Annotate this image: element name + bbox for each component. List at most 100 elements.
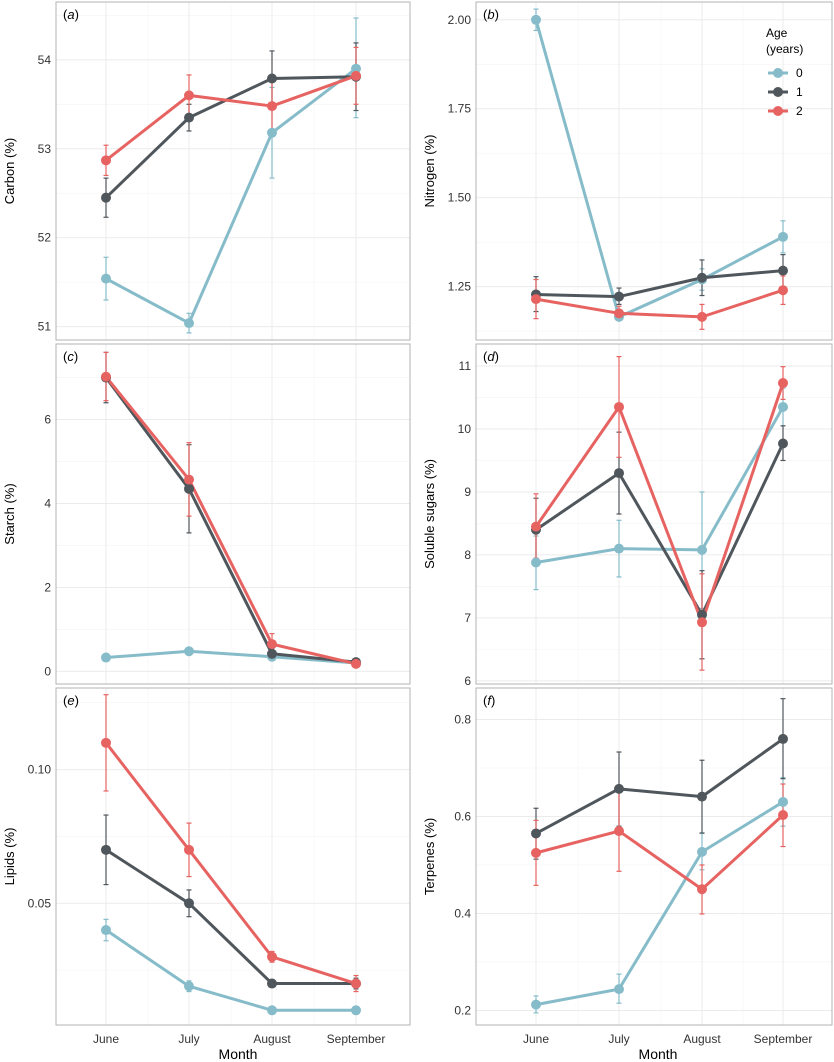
- legend-entry-label: 2: [796, 104, 803, 118]
- series-age-1: [533, 698, 786, 860]
- data-point: [267, 101, 277, 112]
- series-line: [105, 928, 356, 1012]
- x-tick-label: August: [683, 1032, 721, 1046]
- series-line: [104, 376, 357, 664]
- data-point: [697, 609, 707, 620]
- series-line: [104, 75, 357, 199]
- data-point: [184, 844, 194, 855]
- data-point: [778, 231, 788, 242]
- series-line: [535, 288, 784, 319]
- data-point: [101, 155, 111, 166]
- panel-c: 0 2 4 6 Starch (%) (c): [2, 343, 411, 685]
- data-point: [184, 898, 194, 909]
- panel-label: (c): [63, 349, 78, 364]
- x-tick-label: July: [608, 1032, 629, 1046]
- legend-title: Age: [766, 26, 788, 40]
- y-tick-label: 1.75: [448, 102, 472, 116]
- y-tick-label: 10: [458, 422, 472, 436]
- series-line: [104, 741, 357, 985]
- data-point: [778, 796, 788, 807]
- data-point: [184, 318, 194, 329]
- x-axis-title: Month: [219, 1046, 258, 1062]
- y-tick-label: 2: [44, 580, 51, 594]
- y-tick-label: 1.50: [448, 191, 472, 205]
- data-point: [697, 544, 707, 555]
- panel-border: [475, 1, 833, 341]
- data-point: [184, 646, 194, 657]
- series-line: [105, 74, 357, 162]
- series-age-1: [533, 425, 786, 660]
- data-point: [267, 978, 277, 989]
- data-point: [184, 112, 194, 123]
- data-point: [697, 791, 707, 802]
- data-point: [351, 63, 361, 74]
- data-point: [101, 371, 111, 382]
- series-age-0: [533, 387, 786, 610]
- y-tick-label: 54: [38, 53, 52, 67]
- data-point: [778, 265, 788, 276]
- series-line: [535, 442, 785, 617]
- data-point: [614, 783, 624, 794]
- panel-border: [55, 1, 411, 341]
- y-tick-label: 53: [38, 142, 52, 156]
- data-point: [267, 648, 277, 659]
- data-point: [778, 733, 788, 744]
- data-point: [101, 273, 111, 284]
- series-line: [105, 848, 356, 986]
- data-point: [778, 810, 788, 821]
- y-axis-title: Soluble sugars (%): [422, 459, 437, 569]
- x-tick-label: September: [754, 1032, 813, 1046]
- y-tick-label: 0.4: [454, 906, 471, 920]
- panel-b: 1.25 1.50 1.75 2.00 Nitrogen (%) (b): [422, 1, 833, 341]
- series-line: [535, 406, 785, 564]
- y-tick-label: 0.05: [28, 896, 52, 910]
- series-line: [105, 67, 357, 325]
- legend-title: (years): [766, 42, 803, 56]
- data-point: [778, 285, 788, 296]
- data-point: [351, 978, 361, 989]
- y-axis-title: Lipids (%): [2, 828, 17, 886]
- y-axis-title: Carbon (%): [2, 138, 17, 204]
- data-point: [614, 308, 624, 319]
- series-line: [535, 800, 784, 1007]
- panel-label: (a): [63, 7, 79, 22]
- y-tick-label: 6: [44, 413, 51, 427]
- x-axis-title-right: Month: [639, 1046, 678, 1062]
- data-point: [614, 984, 624, 995]
- data-point: [531, 557, 541, 568]
- data-point: [351, 658, 361, 669]
- data-point: [184, 981, 194, 992]
- data-point: [778, 378, 788, 389]
- panel-label: (f): [483, 693, 495, 708]
- series-line: [535, 737, 784, 835]
- data-point: [531, 828, 541, 839]
- data-point: [614, 468, 624, 479]
- panel-e: 0.05 0.10 June July August September Lipids (%…: [2, 687, 411, 1046]
- data-point: [184, 483, 194, 494]
- y-tick-label: 0.8: [454, 713, 471, 727]
- x-tick-label: August: [253, 1032, 291, 1046]
- x-tick-label: June: [93, 1032, 119, 1046]
- panel-label: (b): [483, 7, 499, 22]
- panel-f: 0.2 0.4 0.6 0.8 June July August September Terpe…: [422, 687, 833, 1046]
- series-line: [104, 375, 357, 666]
- data-point: [267, 951, 277, 962]
- series-line: [105, 649, 357, 665]
- data-point: [531, 999, 541, 1010]
- series-line: [535, 269, 784, 299]
- y-tick-label: 0.6: [454, 809, 471, 823]
- panel-d: 6 7 8 9 10 11 Soluble sugars (%) (d): [422, 343, 833, 688]
- data-point: [184, 90, 194, 101]
- panel-border: [475, 343, 833, 685]
- data-point: [697, 311, 707, 322]
- panel-border: [55, 343, 411, 685]
- data-point: [267, 639, 277, 650]
- series-age-2: [533, 355, 786, 671]
- data-point: [697, 846, 707, 857]
- x-tick-label: September: [327, 1032, 386, 1046]
- data-point: [778, 401, 788, 412]
- series-line: [534, 382, 785, 624]
- data-point: [778, 438, 788, 449]
- data-point: [101, 192, 111, 203]
